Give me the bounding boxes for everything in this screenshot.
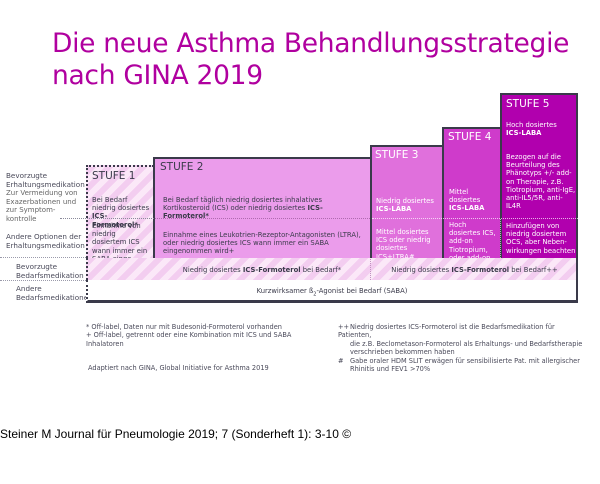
title-line-2: nach GINA 2019	[52, 60, 263, 91]
page-title: Die neue Asthma Behandlungsstrategie nac…	[52, 28, 569, 92]
step-2-column	[153, 157, 371, 258]
step-2-other: Einnahme eines Leukotrien-Rezeptor-Antag…	[163, 231, 361, 256]
divider-reliever	[370, 259, 371, 280]
footnotes-left: * Off-label, Daten nur mit Budesonid-For…	[86, 323, 326, 348]
row-separator-labels-2	[0, 280, 86, 281]
row-separator-labels-1	[0, 257, 86, 258]
other-reliever-saba: Kurzwirksamer ß2-Agonist bei Bedarf (SAB…	[256, 287, 408, 298]
step-3-preferred: Niedrig dosiertes ICS-LABA	[376, 197, 434, 214]
step-3-heading: STUFE 3	[375, 149, 419, 161]
step-5-heading: STUFE 5	[506, 98, 550, 110]
step-2-preferred: Bei Bedarf täglich niedrig dosiertes inh…	[163, 196, 323, 221]
step-4-column	[442, 127, 501, 258]
footnote-off-label-ics-saba: + Off-label, getrennt oder eine Kombinat…	[86, 331, 292, 348]
row-label-preferred-maintenance: Bevorzugte Erhaltungsmedikation Zur Verm…	[6, 171, 85, 223]
preferred-reliever-row	[86, 258, 578, 280]
step-3-column	[370, 145, 443, 258]
source-note: Adaptiert nach GINA, Global Initiative f…	[88, 364, 269, 372]
preferred-reliever-step3-5: Niedrig dosiertes ICS-Formoterol bei Bed…	[391, 266, 558, 274]
other-reliever-row	[86, 280, 578, 303]
step-5-other: Hinzufügen von niedrig dosiertem OCS, ab…	[506, 222, 576, 255]
step-5-column	[500, 93, 578, 258]
step-5-addon: Bezogen auf die Beurteilung des Phänotyp…	[506, 153, 576, 211]
row-label-other-maintenance: Andere Optionen der Erhaltungsmedikation	[6, 232, 85, 250]
footnote-off-label-budesonid: * Off-label, Daten nur mit Budesonid-For…	[86, 323, 282, 331]
footnotes-right: ++Niedrig dosiertes ICS-Formoterol ist d…	[338, 323, 588, 373]
step-4-heading: STUFE 4	[448, 131, 492, 143]
row-label-preferred-reliever: Bevorzugte Bedarfsmedikation	[16, 262, 84, 280]
title-line-1: Die neue Asthma Behandlungsstrategie	[52, 28, 570, 59]
step-4-preferred: Mittel dosiertes ICS-LABA	[449, 188, 485, 213]
footnote-double-plus: ++Niedrig dosiertes ICS-Formoterol ist d…	[338, 323, 583, 357]
preferred-reliever-step1-2: Niedrig dosiertes ICS-Formoterol bei Bed…	[182, 266, 342, 274]
step-3-other: Mittel dosiertes ICS oder niedrig dosier…	[376, 228, 431, 261]
step-2-heading: STUFE 2	[160, 161, 204, 173]
row-separator-left	[60, 218, 154, 219]
row-separator-right	[372, 218, 578, 219]
step-1-column	[86, 165, 154, 258]
citation: Steiner M Journal für Pneumologie 2019; …	[0, 427, 352, 441]
row-separator-step2	[155, 218, 370, 219]
step-1-heading: STUFE 1	[92, 170, 136, 182]
step-5-preferred: Hoch dosiertes ICS-LABA	[506, 121, 557, 138]
footnote-hash: # Gabe oraler HDM SLIT erwägen für sensib…	[338, 356, 580, 374]
step-1-preferred: Bei Bedarf niedrig dosiertes ICS-Formote…	[92, 196, 150, 229]
row-label-other-reliever: Andere Bedarfsmedikationen	[16, 284, 93, 302]
divider-step4-5	[500, 219, 501, 258]
